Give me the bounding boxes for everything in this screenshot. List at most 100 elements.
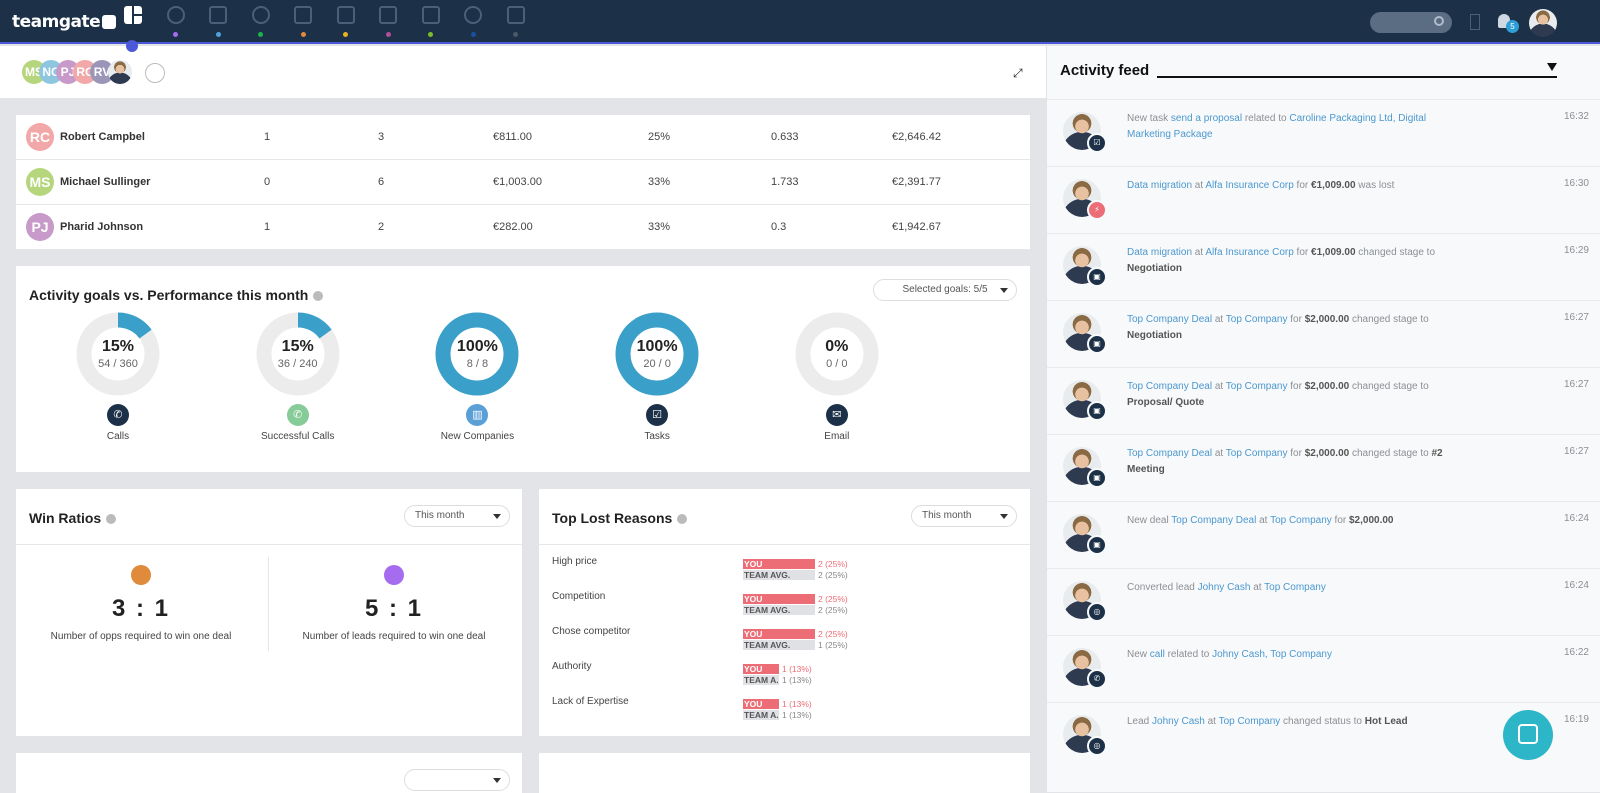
table-cell: 0 bbox=[264, 176, 271, 188]
nav-reports[interactable] bbox=[463, 6, 483, 40]
feed-text-part: New deal bbox=[1127, 515, 1172, 526]
phone-book-icon[interactable] bbox=[1470, 14, 1480, 30]
feed-text: New call related to Johny Cash, Top Comp… bbox=[1127, 647, 1447, 663]
goal-ring bbox=[256, 312, 340, 396]
feed-link[interactable]: Top Company bbox=[1264, 582, 1326, 593]
table-cell: €2,646.42 bbox=[892, 131, 941, 143]
feed-link[interactable]: Top Company Deal bbox=[1127, 448, 1213, 459]
feed-item[interactable]: ⚡ Data migration at Alfa Insurance Corp f… bbox=[1047, 166, 1600, 233]
feed-link[interactable]: call bbox=[1149, 649, 1165, 660]
add-user-button[interactable] bbox=[145, 63, 165, 83]
rep-name: Pharid Johnson bbox=[60, 221, 144, 233]
dashboard-icon bbox=[124, 6, 142, 24]
expand-icon[interactable]: ⤢ bbox=[1013, 66, 1023, 80]
feed-text-part: was lost bbox=[1355, 180, 1395, 191]
info-icon[interactable] bbox=[106, 514, 117, 524]
nav-leads[interactable] bbox=[166, 6, 186, 40]
goal-tasks: 100% 20 / 0 ☑ Tasks bbox=[597, 312, 717, 442]
period-select[interactable]: This month bbox=[404, 505, 510, 527]
lost-icon: ⚡ bbox=[1087, 200, 1107, 220]
feed-link[interactable]: Top Company bbox=[1218, 716, 1281, 727]
feed-time: 16:27 bbox=[1563, 446, 1589, 457]
table-row[interactable]: MS Michael Sullinger 0 6 €1,003.00 33% 1.733 €2… bbox=[16, 160, 1030, 205]
feed-link[interactable]: Top Company bbox=[1225, 314, 1288, 325]
feed-item[interactable]: ▣ Top Company Deal at Top Company for $2,… bbox=[1047, 367, 1600, 434]
goal-percent: 15% bbox=[281, 338, 314, 355]
nav-companies[interactable] bbox=[208, 6, 228, 40]
feed-link[interactable]: Top Company bbox=[1225, 448, 1288, 459]
goal-ring-progress bbox=[615, 312, 699, 396]
nav-deals[interactable] bbox=[293, 6, 313, 40]
deal-icon: ▣ bbox=[1087, 535, 1107, 555]
deal-icon: ▣ bbox=[1087, 401, 1107, 421]
reason-label: Lack of Expertise bbox=[552, 696, 629, 707]
feed-link[interactable]: Top Company bbox=[1270, 515, 1332, 526]
nav-dot bbox=[385, 32, 391, 37]
feed-link[interactable]: Top Company Deal bbox=[1171, 515, 1257, 526]
feed-item[interactable]: ▣ Data migration at Alfa Insurance Corp f… bbox=[1047, 233, 1600, 300]
feed-item[interactable]: ◎ Lead Johny Cash at Top Company changed … bbox=[1047, 702, 1600, 769]
activity-feed: Activity feed ☑ New task send a proposal … bbox=[1046, 46, 1600, 792]
period-select[interactable]: This month bbox=[911, 505, 1017, 527]
feed-time: 16:32 bbox=[1563, 111, 1589, 122]
feed-link[interactable]: Johny Cash bbox=[1152, 716, 1205, 727]
lead-icon: ◎ bbox=[1087, 602, 1107, 622]
period-select[interactable] bbox=[404, 769, 510, 791]
info-icon[interactable] bbox=[677, 514, 688, 524]
chat-button[interactable] bbox=[1503, 710, 1553, 760]
rep-name: Michael Sullinger bbox=[60, 176, 151, 188]
win-ratios-card: Win Ratios This month 3 : 1 Number of opp… bbox=[16, 489, 522, 736]
feed-text: Data migration at Alfa Insurance Corp fo… bbox=[1127, 245, 1447, 277]
feed-item[interactable]: ◎ Converted lead Johny Cash at Top Compan… bbox=[1047, 568, 1600, 635]
feed-link[interactable]: Top Company bbox=[1225, 381, 1288, 392]
goal-count: 36 / 240 bbox=[277, 358, 318, 370]
nav-notes[interactable] bbox=[506, 6, 526, 40]
feed-text-part: Hot Lead bbox=[1364, 716, 1408, 727]
logo[interactable]: teamgate bbox=[12, 12, 117, 32]
feed-link[interactable]: Caroline Packaging Ltd, Digital Marketin… bbox=[1127, 113, 1427, 140]
feed-item[interactable]: ✆ New call related to Johny Cash, Top Com… bbox=[1047, 635, 1600, 702]
feed-link[interactable]: Johny Cash, Top Company bbox=[1212, 649, 1332, 660]
table-row[interactable]: RC Robert Campbel 1 3 €811.00 25% 0.633 €2,646.… bbox=[16, 115, 1030, 160]
feed-item[interactable]: ▣ New deal Top Company Deal at Top Compan… bbox=[1047, 501, 1600, 568]
you-value: 2 (25%) bbox=[818, 594, 848, 604]
table-row[interactable]: PJ Pharid Johnson 1 2 €282.00 33% 0.3 €1,942.67 bbox=[16, 205, 1030, 250]
feed-link[interactable]: Alfa Insurance Corp bbox=[1205, 247, 1294, 258]
nav-calendar[interactable] bbox=[336, 6, 356, 40]
user-avatar[interactable] bbox=[1529, 9, 1557, 37]
feed-text-part: Proposal/ Quote bbox=[1127, 397, 1205, 408]
feed-text-part: $2,000.00 bbox=[1304, 448, 1350, 459]
table-cell: 33% bbox=[648, 221, 671, 233]
nav-people[interactable] bbox=[251, 6, 271, 40]
feed-link[interactable]: Top Company Deal bbox=[1127, 314, 1213, 325]
feed-link[interactable]: Data migration bbox=[1127, 247, 1193, 258]
deal-icon: ▣ bbox=[1087, 267, 1107, 287]
goals-select[interactable]: Selected goals: 5/5 bbox=[873, 279, 1017, 301]
feed-text-part: at bbox=[1192, 180, 1206, 191]
nav-dot bbox=[513, 32, 518, 37]
feed-link[interactable]: Data migration bbox=[1127, 180, 1193, 191]
feed-link[interactable]: send a proposal bbox=[1170, 113, 1243, 124]
team-bar: TEAM AVG. bbox=[743, 570, 815, 580]
search-input[interactable] bbox=[1370, 12, 1452, 33]
feed-item[interactable]: ▣ Top Company Deal at Top Company for $2,… bbox=[1047, 434, 1600, 501]
nav-documents[interactable] bbox=[421, 6, 441, 40]
nav-sales[interactable] bbox=[378, 6, 398, 40]
feed-link[interactable]: Alfa Insurance Corp bbox=[1205, 180, 1294, 191]
lost-reason-row: Competition YOU TEAM AVG. 2 (25%) 2 (25%) bbox=[552, 591, 1022, 625]
filter-icon[interactable] bbox=[1547, 63, 1557, 71]
feed-text-part: changed stage to bbox=[1355, 247, 1436, 258]
feed-text-part: at bbox=[1192, 247, 1206, 258]
table-cell: 1 bbox=[264, 221, 271, 233]
nav-dashboard[interactable] bbox=[123, 6, 143, 40]
table-cell: €2,391.77 bbox=[892, 176, 941, 188]
avatar[interactable] bbox=[108, 60, 132, 84]
feed-link[interactable]: Top Company Deal bbox=[1127, 381, 1213, 392]
feed-link[interactable]: Johny Cash bbox=[1197, 582, 1251, 593]
feed-text-part: New task bbox=[1127, 113, 1171, 124]
feed-item[interactable]: ▣ Top Company Deal at Top Company for $2,… bbox=[1047, 300, 1600, 367]
feed-item[interactable]: ☑ New task send a proposal related to Car… bbox=[1047, 99, 1600, 166]
info-icon[interactable] bbox=[313, 291, 324, 301]
feed-text-part: changed status to bbox=[1280, 716, 1365, 727]
